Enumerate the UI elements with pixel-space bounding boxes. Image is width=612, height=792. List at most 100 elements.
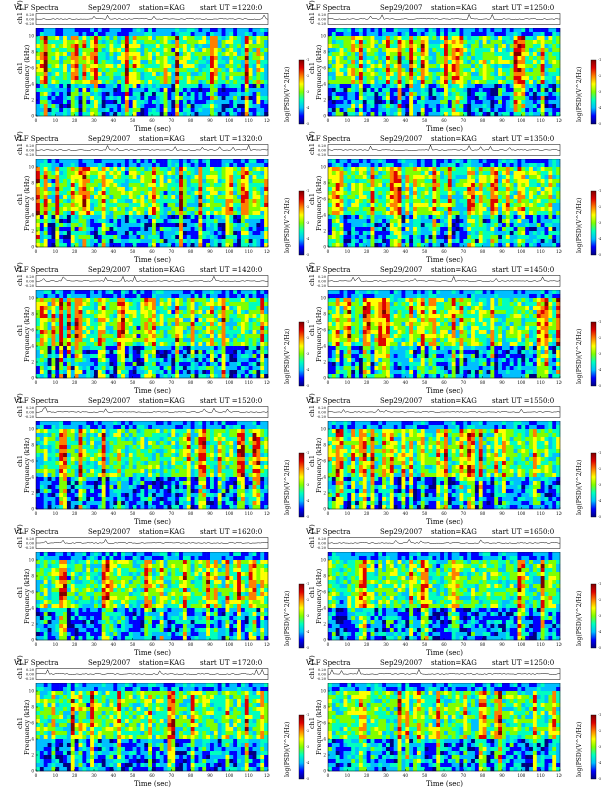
spectrogram-cell — [548, 104, 553, 109]
spectrogram-cell — [366, 223, 371, 228]
spectrogram-cell — [210, 40, 215, 45]
spectrogram-cell — [463, 36, 468, 41]
spectrogram-cell — [260, 199, 265, 204]
spectrogram-cell — [440, 96, 445, 101]
spectrogram-cell — [447, 108, 452, 113]
spectrogram-cell — [505, 72, 510, 77]
spectrogram-cell — [358, 191, 363, 196]
spectrogram-cell — [237, 64, 242, 69]
spectrogram-cell — [74, 48, 79, 53]
spectrogram-cell — [175, 207, 180, 212]
spectrogram-cell — [424, 96, 429, 101]
spectrogram-cell — [509, 48, 514, 53]
spectrogram-cell — [55, 108, 60, 113]
spectrogram-cell — [109, 167, 114, 172]
spectrogram-cell — [36, 72, 41, 77]
spectrogram-cell — [74, 56, 79, 61]
spectrogram-cell — [471, 56, 476, 61]
spectrogram-cell — [335, 223, 340, 228]
spectrogram-cell — [529, 96, 534, 101]
spectrogram-cell — [117, 60, 122, 65]
spectrogram-cell — [502, 56, 507, 61]
spectrogram-cell — [389, 239, 394, 244]
spectrogram-cell — [152, 163, 157, 168]
spectrogram-cell — [424, 187, 429, 192]
spectrogram-cell — [540, 32, 545, 37]
spectrogram-cell — [101, 68, 106, 73]
spectrogram-cell — [144, 191, 149, 196]
spectrogram-cell — [152, 72, 157, 77]
spectrogram-cell — [55, 48, 60, 53]
spectrogram-cell — [113, 44, 118, 49]
spectrogram-cell — [416, 112, 421, 117]
spectrogram-cell — [351, 215, 356, 220]
spectrogram-cell — [244, 203, 249, 208]
spectrogram-cell — [94, 191, 99, 196]
spectrogram-cell — [244, 239, 249, 244]
spectrogram-cell — [358, 223, 363, 228]
spectrogram-cell — [74, 84, 79, 89]
spectrogram-cell — [362, 52, 367, 57]
spectrogram-cell — [509, 84, 514, 89]
spectrogram-cell — [370, 32, 375, 37]
spectrogram-cell — [213, 183, 218, 188]
spectrogram-cell — [51, 108, 56, 113]
spectrogram-cell — [136, 235, 141, 240]
spectrogram-cell — [159, 215, 164, 220]
spectrogram-cell — [409, 235, 414, 240]
spectrogram-cell — [455, 199, 460, 204]
spectrogram-cell — [136, 92, 141, 97]
y-tick-label: 10 — [321, 34, 327, 39]
spectrogram-cell — [252, 108, 257, 113]
spectrogram-cell — [494, 36, 499, 41]
spectrogram-cell — [440, 108, 445, 113]
spectrogram-cell — [128, 163, 133, 168]
spectrogram-cell — [552, 104, 557, 109]
spectrogram-cell — [331, 28, 336, 33]
spectrogram-cell — [237, 104, 242, 109]
spectrogram-cell — [109, 243, 114, 248]
spectrogram-cell — [213, 28, 218, 33]
spectrogram-cell — [74, 88, 79, 93]
spectrogram-cell — [386, 203, 391, 208]
spectrogram-cell — [155, 36, 160, 41]
spectrogram-cell — [66, 243, 71, 248]
spectrogram-cell — [194, 92, 199, 97]
spectrogram-cell — [175, 68, 180, 73]
spectrogram-cell — [186, 68, 191, 73]
spectrogram-cell — [148, 76, 153, 81]
spectrogram-cell — [43, 28, 48, 33]
spectrogram-cell — [136, 60, 141, 65]
spectrogram-cell — [128, 32, 133, 37]
spectrogram-cell — [494, 112, 499, 117]
spectrogram-cell — [362, 112, 367, 117]
spectrogram-cell — [117, 211, 122, 216]
spectrogram-cell — [51, 40, 56, 45]
spectrogram-cell — [63, 72, 68, 77]
spectrogram-cell — [225, 211, 230, 216]
spectrogram-cell — [101, 56, 106, 61]
spectrogram-cell — [190, 76, 195, 81]
spectrogram-cell — [90, 183, 95, 188]
spectrogram-cell — [486, 72, 491, 77]
spectrogram-cell — [128, 167, 133, 172]
spectrogram-cell — [248, 40, 253, 45]
spectrogram-cell — [140, 167, 145, 172]
spectrogram-cell — [382, 179, 387, 184]
spectrogram-cell — [264, 68, 269, 73]
spectrogram-cell — [39, 195, 44, 200]
spectrogram-cell — [498, 108, 503, 113]
spectrogram-cell — [109, 207, 114, 212]
spectrogram-cell — [194, 44, 199, 49]
spectrogram-cell — [355, 80, 360, 85]
spectrogram-cell — [167, 80, 172, 85]
spectrogram-cell — [237, 60, 242, 65]
spectrogram-cell — [339, 163, 344, 168]
spectrogram-cell — [513, 36, 518, 41]
spectrogram-cell — [182, 92, 187, 97]
spectrogram-cell — [451, 40, 456, 45]
spectrogram-cell — [39, 235, 44, 240]
spectrogram-cell — [66, 100, 71, 105]
spectrogram-cell — [343, 60, 348, 65]
spectrogram-cell — [335, 40, 340, 45]
